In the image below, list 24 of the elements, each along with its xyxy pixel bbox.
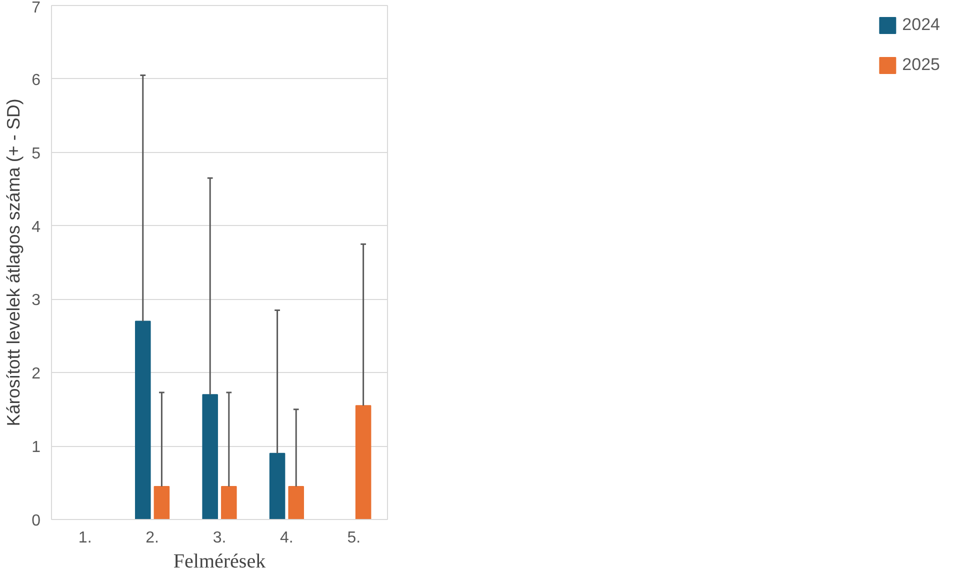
x-tick-label: 2. (146, 530, 159, 546)
bar (202, 394, 218, 520)
legend-label: 2025 (902, 55, 940, 75)
bar (269, 452, 286, 520)
x-axis-title: Felmérések (173, 550, 266, 572)
x-tick-label: 4. (280, 530, 294, 546)
bar (221, 486, 237, 520)
y-tick-label: 5 (32, 145, 41, 162)
y-tick-label: 2 (32, 366, 41, 383)
bar (154, 486, 170, 520)
x-tick-label: 5. (347, 530, 361, 546)
bar (355, 405, 372, 520)
bar (288, 486, 304, 520)
y-tick-label: 0 (32, 512, 41, 530)
y-tick-label: 6 (32, 72, 41, 89)
y-axis-title: Károsított levelek átlagos száma (+ - SD) (4, 98, 24, 426)
y-tick-label: 1 (32, 439, 41, 456)
legend-label: 2024 (902, 15, 940, 35)
y-tick-label: 3 (32, 292, 41, 310)
bar (135, 320, 151, 520)
x-tick-label: 3. (212, 530, 226, 546)
y-tick-label: 7 (32, 0, 41, 16)
y-tick-label: 4 (32, 218, 41, 236)
x-tick-label: 1. (78, 530, 92, 546)
